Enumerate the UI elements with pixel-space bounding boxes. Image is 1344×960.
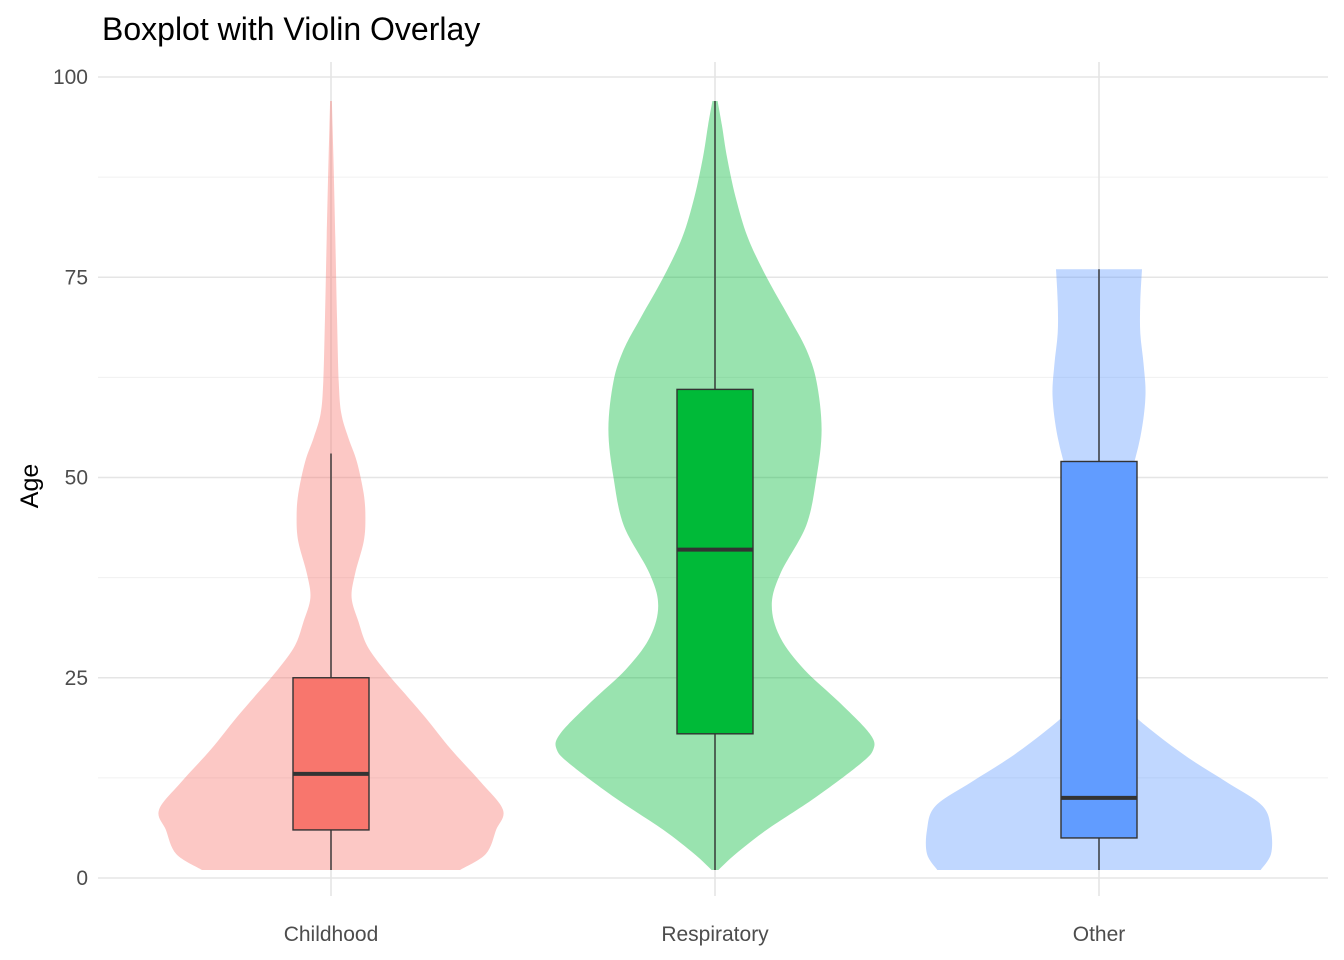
- box-respiratory: [676, 388, 754, 735]
- boxplots: [292, 101, 1138, 870]
- y-tick-label: 0: [76, 867, 88, 890]
- x-tick-label: Childhood: [284, 923, 379, 946]
- y-axis-label: Age: [16, 464, 44, 508]
- chart-title: Boxplot with Violin Overlay: [102, 11, 480, 47]
- y-tick-label: 100: [53, 66, 88, 89]
- x-tick-label: Other: [1073, 923, 1126, 946]
- x-tick-label: Respiratory: [661, 923, 769, 946]
- x-axis-ticks: Childhood Respiratory Other: [284, 923, 1126, 946]
- y-tick-label: 75: [65, 266, 88, 289]
- y-tick-label: 25: [65, 667, 88, 690]
- y-axis-ticks: 0 25 50 75 100: [53, 66, 88, 890]
- box-childhood: [292, 677, 370, 831]
- box-other: [1060, 460, 1138, 839]
- y-tick-label: 50: [65, 467, 88, 490]
